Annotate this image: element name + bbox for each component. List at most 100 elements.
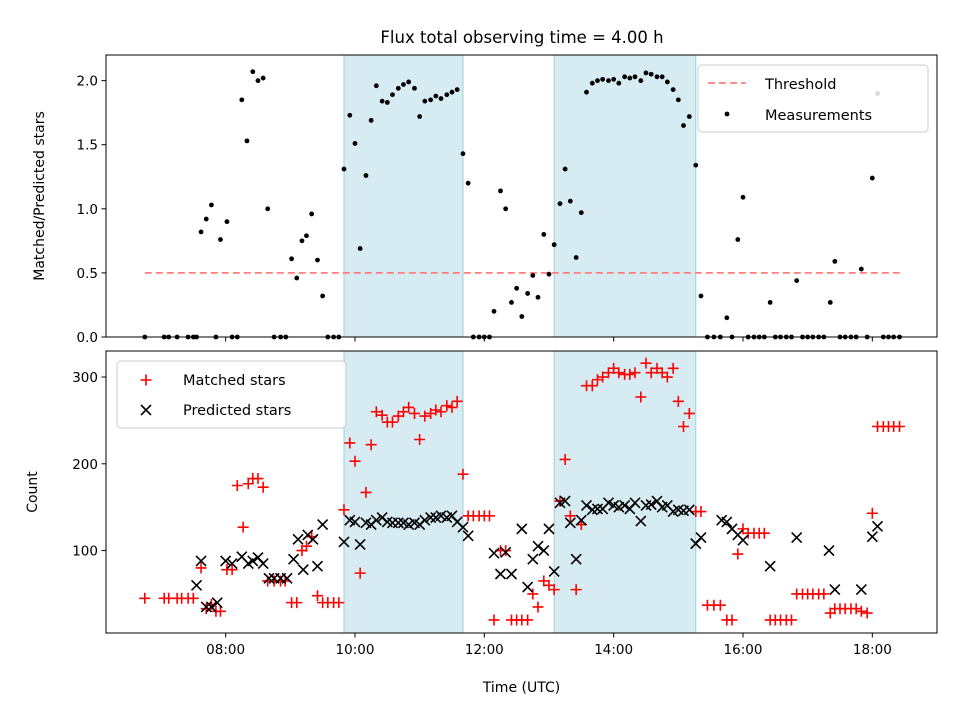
data-point <box>505 568 518 580</box>
data-point <box>681 123 686 128</box>
data-point <box>231 479 243 491</box>
data-point <box>457 468 469 480</box>
data-point <box>503 206 509 212</box>
data-point <box>365 439 377 451</box>
legend-label-matched: Matched stars <box>183 373 286 389</box>
data-point <box>532 540 544 552</box>
data-point <box>354 538 366 551</box>
data-point <box>629 497 641 509</box>
data-point <box>422 98 428 104</box>
data-point <box>441 400 453 412</box>
data-point <box>893 420 905 432</box>
data-point <box>438 96 444 101</box>
data-point <box>392 517 404 529</box>
y-tick-label: 1.5 <box>77 138 98 154</box>
data-point <box>379 98 385 104</box>
top-panel-ratio: 0.0 0.5 1.0 1.5 2.0 Matched/Predicted stars Th… <box>32 54 938 346</box>
data-point <box>205 601 217 613</box>
data-point <box>580 499 593 512</box>
data-point <box>695 531 707 544</box>
data-point <box>632 74 638 80</box>
data-point <box>535 294 541 300</box>
y-tick-label: 100 <box>72 544 98 560</box>
data-point <box>562 166 568 172</box>
data-point <box>257 558 269 570</box>
data-point <box>292 533 304 545</box>
data-point <box>349 455 361 467</box>
data-point <box>675 97 681 103</box>
y-axis-label: Count <box>25 471 41 513</box>
data-point <box>672 395 684 407</box>
data-point <box>218 237 223 242</box>
series-predicted-stars <box>190 495 884 613</box>
data-point <box>300 540 312 552</box>
observing-window-1 <box>553 54 697 338</box>
data-point <box>611 76 617 82</box>
data-point <box>291 597 303 609</box>
data-point <box>683 504 695 516</box>
x-tick-label: 08:00 <box>206 642 245 658</box>
data-point <box>281 572 293 584</box>
data-point <box>483 510 495 522</box>
axes-frame <box>105 350 938 634</box>
legend-label-predicted: Predicted stars <box>183 403 291 419</box>
data-point <box>349 516 361 528</box>
data-point <box>871 520 884 532</box>
data-point <box>430 404 442 416</box>
data-point <box>737 534 749 546</box>
data-point <box>494 568 507 580</box>
data-point <box>664 79 670 85</box>
data-point <box>373 83 379 89</box>
data-point <box>541 232 547 237</box>
data-point <box>570 584 582 596</box>
data-point <box>522 581 534 593</box>
data-point <box>627 75 633 81</box>
y-tick-label: 1.0 <box>77 202 98 218</box>
data-point <box>645 367 657 379</box>
data-point <box>317 518 329 531</box>
legend: Threshold Measurements <box>697 64 929 133</box>
data-point <box>714 599 726 611</box>
data-point <box>462 530 474 542</box>
data-point <box>360 486 372 498</box>
data-point <box>629 367 641 379</box>
data-point <box>546 271 552 277</box>
legend-label-measurements: Measurements <box>765 108 872 124</box>
data-point <box>226 564 238 576</box>
data-point <box>591 374 603 386</box>
data-point <box>866 507 878 519</box>
data-point <box>850 603 862 615</box>
data-point <box>444 92 450 98</box>
data-point <box>514 285 520 291</box>
y-tick-label: 2.0 <box>77 74 98 90</box>
data-point <box>643 70 649 76</box>
data-point <box>606 78 611 84</box>
observing-window-0 <box>343 54 464 338</box>
data-point <box>740 194 746 200</box>
data-point <box>525 291 531 296</box>
data-point <box>829 584 841 596</box>
x-tick-label: 10:00 <box>336 642 375 658</box>
data-point <box>190 579 203 591</box>
data-point <box>527 588 539 600</box>
data-point <box>532 601 544 613</box>
axes-frame <box>105 54 938 338</box>
data-point <box>635 515 647 527</box>
data-point <box>600 76 606 82</box>
data-point <box>500 545 512 557</box>
data-point <box>764 560 776 572</box>
data-point <box>622 74 628 80</box>
data-point <box>187 592 199 604</box>
data-point <box>139 592 151 604</box>
data-point <box>344 437 356 449</box>
data-point <box>638 78 644 84</box>
legend-label-threshold: Threshold <box>764 77 836 93</box>
data-point <box>818 588 830 600</box>
data-point <box>855 605 867 617</box>
data-point <box>419 514 431 526</box>
data-point <box>645 499 657 511</box>
data-point <box>200 601 212 613</box>
x-tick-label: 16:00 <box>724 642 763 658</box>
data-point <box>244 138 250 144</box>
data-point <box>488 547 500 559</box>
